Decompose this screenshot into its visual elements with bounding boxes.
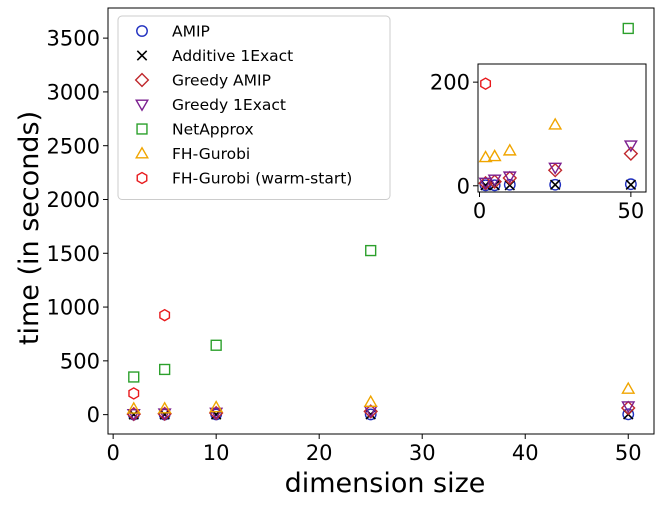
data-point — [622, 408, 635, 421]
inset-data-point — [478, 150, 493, 163]
legend-label: FH-Gurobi — [172, 145, 250, 163]
x-axis-label: dimension size — [285, 468, 486, 499]
data-point — [621, 401, 636, 414]
inset-data-point — [624, 178, 637, 191]
inset-data-point — [487, 174, 502, 187]
series-fh-gurobi — [126, 381, 636, 414]
data-point — [364, 408, 377, 421]
data-point — [365, 244, 377, 257]
y-tick-label: 0 — [87, 403, 100, 427]
inset-data-point — [549, 179, 561, 190]
inset-data-point — [623, 140, 638, 153]
inset-data-point — [547, 162, 563, 178]
series-fh-gurobi-warm-start — [128, 308, 171, 400]
legend-entry: FH-Gurobi (warm-start) — [136, 170, 352, 188]
data-point — [128, 371, 140, 383]
inset-plot-area: 0 50 0 200 — [430, 63, 647, 223]
legend-entry: Additive 1Exact — [136, 47, 293, 65]
legend-marker — [136, 50, 148, 61]
legend-box — [117, 15, 391, 200]
plot-frame — [107, 7, 655, 435]
series-greedy-amip — [126, 400, 636, 422]
data-point — [159, 363, 171, 376]
legend-label: Greedy AMIP — [172, 72, 271, 90]
data-point — [622, 22, 634, 35]
x-tick-label: 40 — [512, 441, 539, 465]
x-tick-label: 10 — [203, 441, 230, 465]
series-amip — [127, 408, 635, 421]
inset-y-tick-label: 200 — [430, 71, 470, 95]
legend-marker — [135, 146, 149, 159]
legend: AMIP Additive 1Exact Greedy AMIP Greedy 1Ex… — [117, 15, 391, 200]
y-tick-label: 1000 — [47, 296, 100, 320]
inset-series-greedy-1exact — [478, 140, 638, 190]
x-tick-label: 20 — [306, 441, 333, 465]
data-point — [126, 408, 141, 422]
legend-entry: AMIP — [136, 23, 210, 41]
inset-data-point — [623, 146, 639, 161]
legend-entry: NetApprox — [136, 121, 254, 139]
data-point — [157, 408, 172, 421]
y-tick-label: 2500 — [47, 134, 100, 158]
data-point — [363, 394, 378, 407]
y-tick-label: 3000 — [47, 80, 100, 104]
x-tick-label: 30 — [409, 441, 436, 465]
inset-data-point — [503, 178, 516, 191]
inset-x-tick-label: 0 — [473, 199, 486, 223]
legend-entry: Greedy 1Exact — [135, 96, 286, 114]
inset-data-point — [625, 179, 637, 190]
data-point — [128, 387, 140, 400]
legend-marker — [134, 72, 150, 88]
data-point — [210, 339, 222, 351]
series-netapprox — [128, 22, 634, 383]
series-greedy-1exact — [126, 401, 636, 422]
legend-marker — [135, 99, 149, 112]
legend-entry: FH-Gurobi — [135, 145, 250, 163]
y-tick-label: 500 — [60, 349, 100, 373]
y-tick-label: 2000 — [47, 188, 100, 212]
inset-y-tick-label: 0 — [457, 174, 470, 198]
inset-data-point — [487, 149, 502, 162]
inset-data-point — [502, 143, 517, 156]
legend-label: Additive 1Exact — [172, 47, 293, 65]
x-tick-label: 0 — [106, 441, 119, 465]
data-point — [209, 400, 224, 413]
inset-series-fh-gurobi — [478, 117, 563, 163]
y-axis-label: time (in seconds) — [14, 111, 45, 345]
data-point — [159, 308, 171, 322]
data-point — [209, 407, 224, 420]
inset-data-point — [549, 178, 562, 191]
inset-data-point — [480, 77, 492, 90]
inset-x-tick-label: 50 — [617, 199, 644, 223]
legend-label: Greedy 1Exact — [172, 96, 286, 114]
y-tick-label: 1500 — [47, 242, 100, 266]
legend-entry: Greedy AMIP — [134, 72, 271, 90]
inset-data-point — [502, 171, 517, 184]
inset-series-fh-gurobi-warm-start — [480, 77, 492, 90]
inset-data-point — [548, 162, 563, 175]
inset-data-point — [478, 177, 493, 190]
series-additive-1exact — [128, 409, 634, 420]
inset-plot-frame — [477, 63, 647, 193]
legend-marker — [136, 25, 148, 37]
legend-label: FH-Gurobi (warm-start) — [172, 170, 352, 188]
data-point — [157, 401, 172, 414]
data-point — [621, 381, 636, 394]
legend-marker — [136, 171, 148, 185]
legend-label: AMIP — [172, 23, 210, 41]
inset-data-point — [548, 117, 563, 130]
legend-label: NetApprox — [172, 121, 254, 139]
data-point — [126, 401, 141, 414]
y-tick-label: 3500 — [47, 27, 100, 51]
legend-marker — [136, 123, 148, 135]
x-tick-label: 50 — [615, 441, 642, 465]
inset-background — [478, 64, 646, 192]
